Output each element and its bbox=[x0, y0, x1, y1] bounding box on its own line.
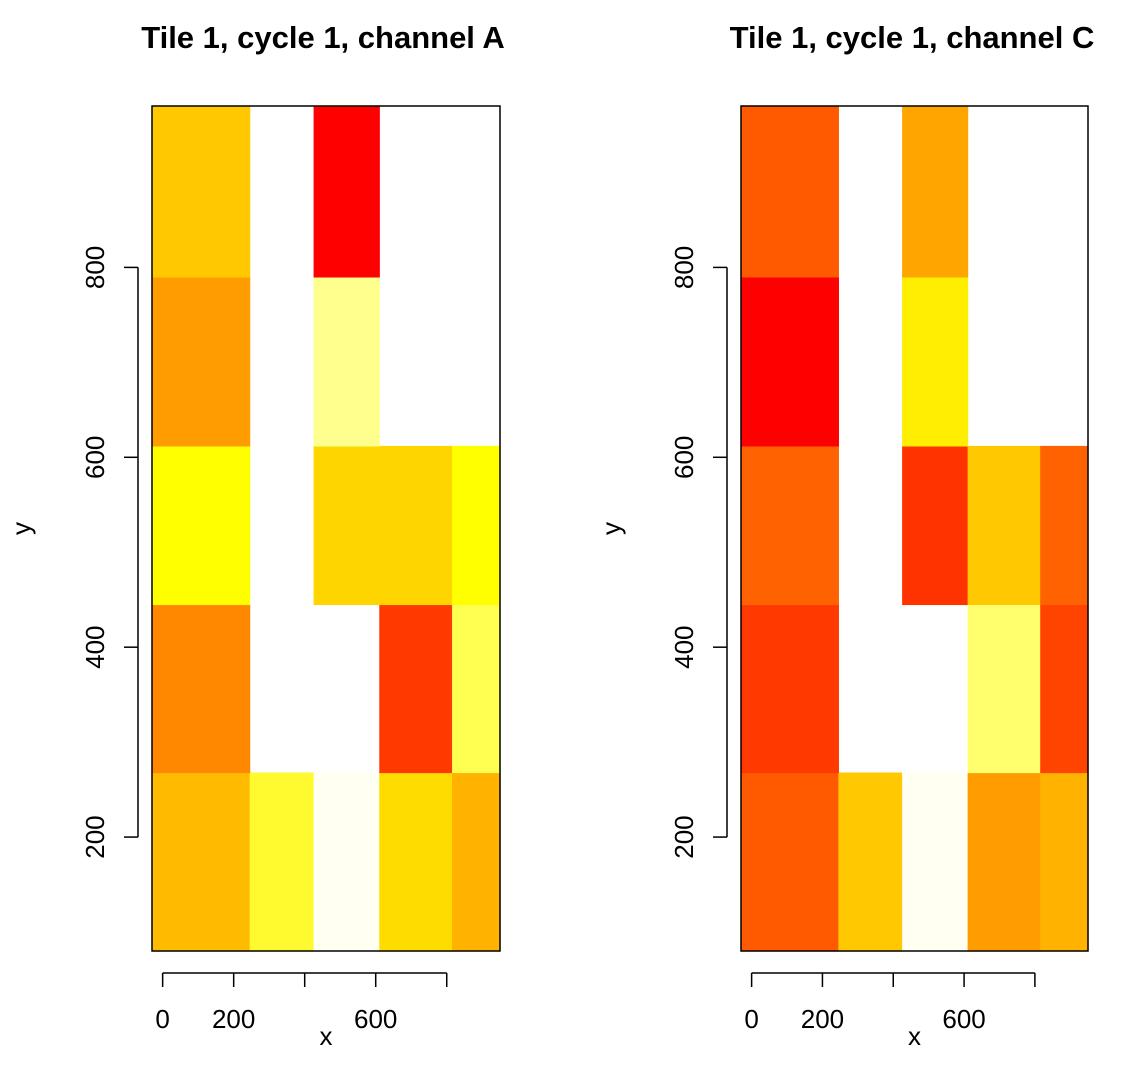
heatmap-cell bbox=[741, 604, 839, 774]
heatmap-cell bbox=[741, 445, 839, 606]
heatmap-cell bbox=[152, 445, 251, 606]
y-tick-label: 400 bbox=[80, 625, 110, 668]
heatmap-cell bbox=[452, 445, 501, 606]
heatmap-cell bbox=[902, 106, 969, 278]
heatmap-cell bbox=[152, 276, 251, 447]
heatmap-cell bbox=[741, 276, 839, 447]
x-tick-label: 600 bbox=[354, 1004, 397, 1034]
x-axis-label: x bbox=[908, 1021, 921, 1051]
y-tick-label: 400 bbox=[669, 625, 699, 668]
heatmap-cell bbox=[741, 106, 839, 278]
heatmap-cell bbox=[249, 772, 315, 952]
chart-title: Tile 1, cycle 1, channel C bbox=[730, 20, 1095, 55]
y-axis-label: y bbox=[6, 522, 36, 535]
y-tick-label: 800 bbox=[669, 246, 699, 289]
y-tick-label: 600 bbox=[669, 436, 699, 479]
heatmap-cell bbox=[152, 604, 251, 774]
heatmap-cell bbox=[902, 772, 969, 952]
chart-title: Tile 1, cycle 1, channel A bbox=[141, 20, 505, 55]
y-tick-label: 200 bbox=[80, 815, 110, 858]
heatmap-cell bbox=[152, 772, 251, 952]
heatmap-cell bbox=[967, 445, 1041, 606]
heatmap-cell bbox=[1040, 604, 1089, 774]
heatmap-cell bbox=[379, 604, 453, 774]
heatmap-cell bbox=[902, 276, 969, 447]
x-tick-label: 0 bbox=[155, 1004, 169, 1034]
y-tick-label: 600 bbox=[80, 436, 110, 479]
heatmap-cell bbox=[379, 445, 453, 606]
x-tick-label: 0 bbox=[744, 1004, 758, 1034]
heatmap-cell bbox=[313, 276, 380, 447]
plot-frame bbox=[740, 105, 1089, 952]
heatmap-cell bbox=[313, 106, 380, 278]
x-tick-label: 600 bbox=[942, 1004, 985, 1034]
heatmap-cell bbox=[838, 772, 903, 952]
y-tick-label: 200 bbox=[669, 815, 699, 858]
x-tick-label: 200 bbox=[801, 1004, 844, 1034]
heatmap-cell bbox=[967, 772, 1041, 952]
heatmap-cell bbox=[902, 445, 969, 606]
x-tick-label: 200 bbox=[212, 1004, 255, 1034]
heatmap-cell bbox=[313, 772, 380, 952]
plot-frame bbox=[151, 105, 501, 952]
heatmap-cell bbox=[967, 604, 1041, 774]
heatmap-cell bbox=[152, 106, 251, 278]
x-axis-label: x bbox=[320, 1021, 333, 1051]
heatmap-cell bbox=[452, 604, 501, 774]
y-tick-label: 800 bbox=[80, 246, 110, 289]
y-axis-label: y bbox=[596, 522, 626, 535]
heatmap-cell bbox=[1040, 772, 1089, 952]
heatmap-cell bbox=[379, 772, 453, 952]
heatmap-cell bbox=[313, 445, 380, 606]
heatmap-cell bbox=[1040, 445, 1089, 606]
heatmap-cell bbox=[741, 772, 839, 952]
heatmap-cell bbox=[452, 772, 501, 952]
